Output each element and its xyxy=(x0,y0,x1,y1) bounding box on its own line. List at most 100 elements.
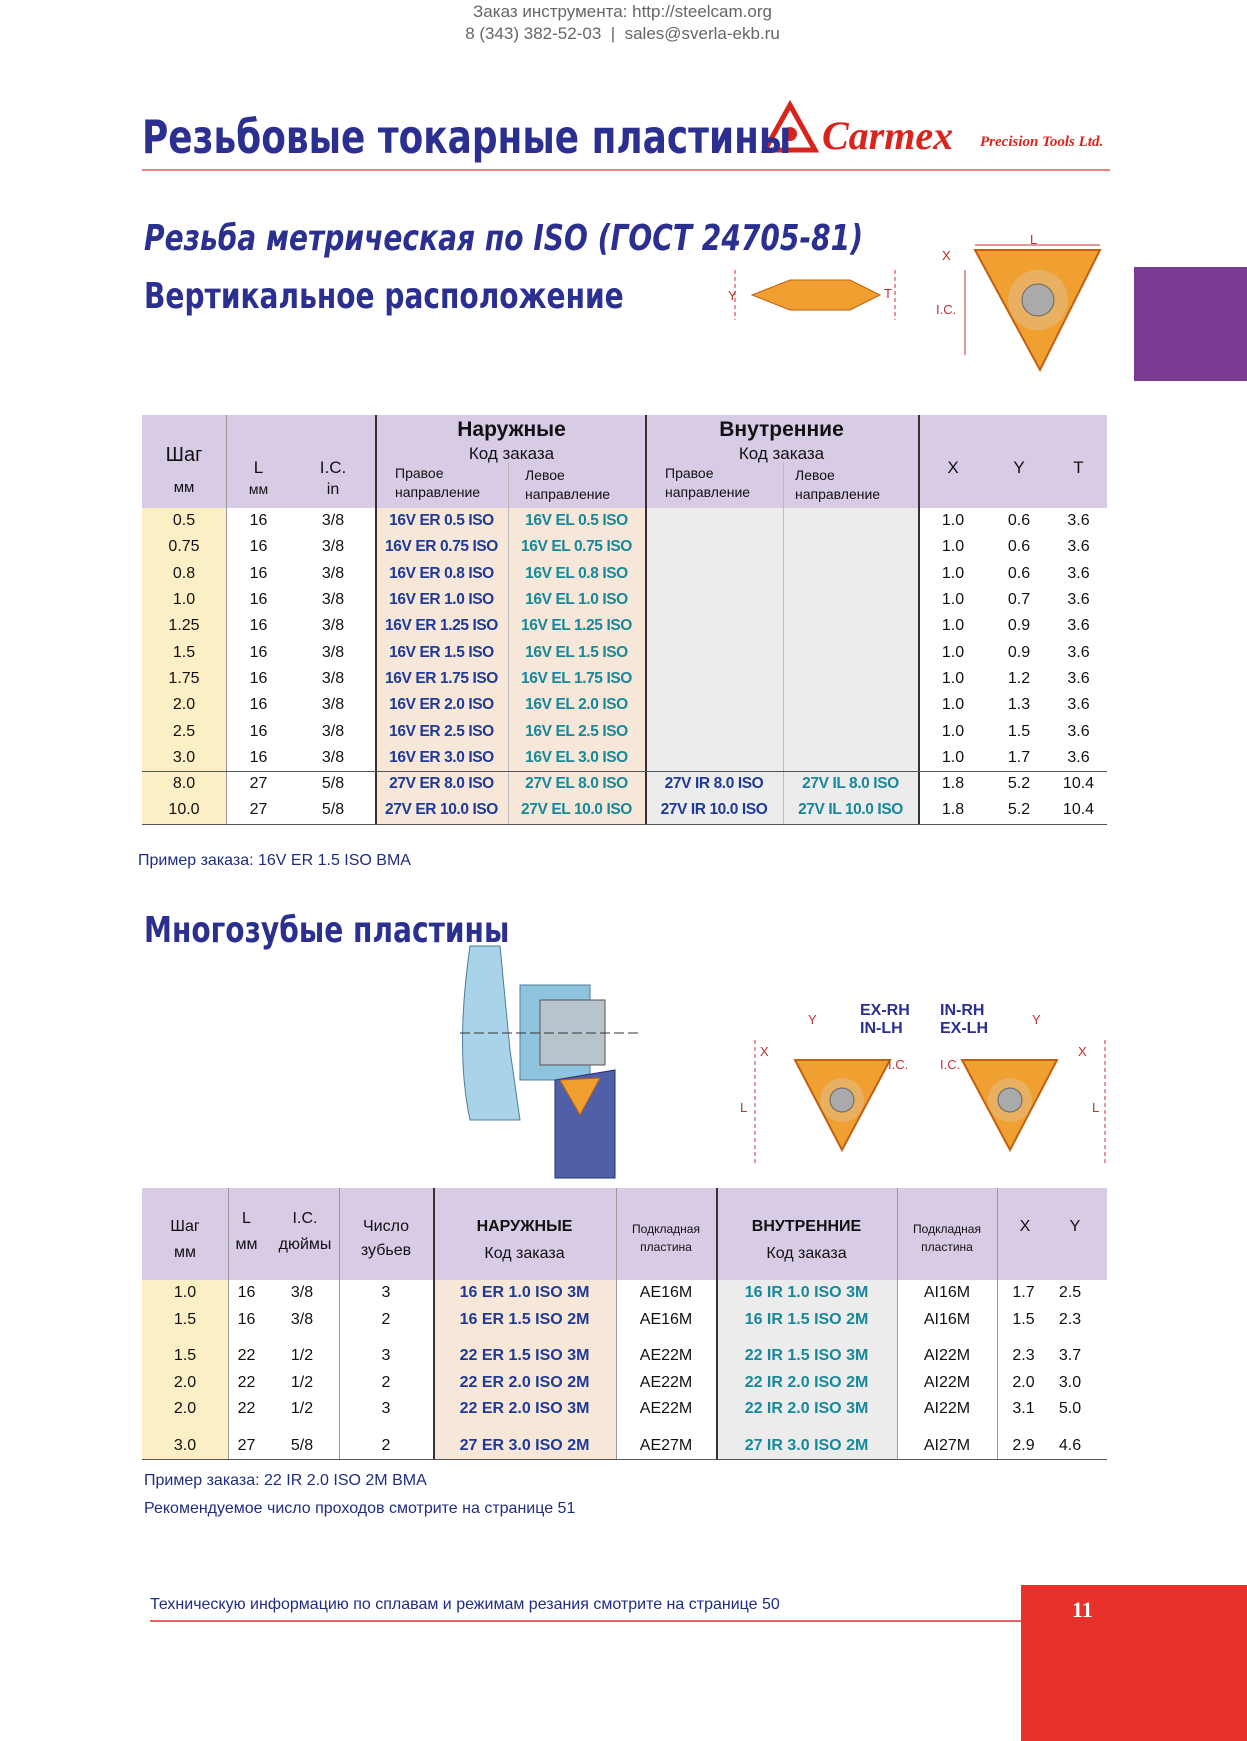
table-cell: 16 xyxy=(249,748,268,766)
dim-label: Y xyxy=(1032,1012,1041,1027)
th: Y xyxy=(1069,1218,1081,1235)
th: Подкладная xyxy=(632,1222,700,1236)
table-cell: 16V ER 1.75 ISO xyxy=(385,669,498,687)
table-cell: 1.8 xyxy=(941,775,965,793)
table-cell: 8.0 xyxy=(172,775,196,793)
table-cell: 16 xyxy=(237,1310,256,1328)
table-cell: 2 xyxy=(381,1310,391,1328)
table-cell: 1.8 xyxy=(941,801,965,819)
table-cell: 1.0 xyxy=(941,722,965,740)
table-cell: 2 xyxy=(381,1436,391,1454)
table-cell: 16V EL 1.25 ISO xyxy=(521,617,632,635)
table-cell: 0.8 xyxy=(172,564,196,582)
cell-bg xyxy=(228,1188,229,1459)
table-cell: 16 xyxy=(249,591,268,609)
th: L xyxy=(253,458,264,477)
table-cell: 27V IR 10.0 ISO xyxy=(660,801,768,819)
table-cell: 3.7 xyxy=(1058,1347,1082,1365)
cell-bg xyxy=(142,1459,1107,1460)
table-cell: 16V ER 0.75 ISO xyxy=(385,538,498,556)
table-cell: 5.2 xyxy=(1007,775,1031,793)
table-cell: 1.5 xyxy=(1012,1310,1035,1328)
dim-label: T xyxy=(884,286,892,301)
table-cell: 27V EL 10.0 ISO xyxy=(521,801,632,819)
table-cell: 16V EL 1.5 ISO xyxy=(525,643,628,661)
table-cell: 1.0 xyxy=(941,748,965,766)
table-cell: 3.6 xyxy=(1067,538,1090,556)
th: направление xyxy=(395,484,481,500)
cell-bg xyxy=(339,1188,340,1459)
order-line: 8 (343) 382-52-03 | sales@sverla-ekb.ru xyxy=(465,24,780,43)
table-cell: 3.6 xyxy=(1067,564,1090,582)
table-cell: 2 xyxy=(381,1373,391,1391)
table-cell: AE22M xyxy=(639,1347,693,1365)
th: Наружные xyxy=(457,418,566,441)
table-cell: 1.0 xyxy=(941,643,965,661)
table-cell: 3.6 xyxy=(1067,512,1090,530)
cell-bg xyxy=(142,1188,1107,1280)
cell-bg xyxy=(375,415,377,824)
cell-bg xyxy=(897,1188,898,1459)
table-cell: 16V EL 3.0 ISO xyxy=(525,748,628,766)
table-cell: AI22M xyxy=(923,1347,971,1365)
table-cell: 3 xyxy=(381,1284,391,1302)
table-cell: 5.0 xyxy=(1058,1400,1082,1418)
table-cell: 3/8 xyxy=(321,669,345,687)
table-cell: 0.9 xyxy=(1007,617,1031,635)
dim-label: I.C. xyxy=(936,302,957,317)
dim-label: X xyxy=(1078,1044,1087,1059)
table-cell: 16V ER 2.0 ISO xyxy=(389,696,494,714)
insert-label: EX-LH xyxy=(940,1020,988,1037)
table-cell: 3 xyxy=(381,1400,391,1418)
th: Код заказа xyxy=(738,444,825,463)
table-cell: 3.6 xyxy=(1067,643,1090,661)
footer-note: Техническую информацию по сплавам и режи… xyxy=(150,1596,780,1613)
table-cell: 3/8 xyxy=(321,748,345,766)
table-cell: 1.0 xyxy=(941,591,965,609)
table-cell: 16V ER 2.5 ISO xyxy=(389,722,494,740)
table-cell: 3.1 xyxy=(1012,1400,1035,1418)
table-cell: 1.0 xyxy=(172,591,196,609)
section-subtitle: Вертикальное расположение xyxy=(144,276,624,317)
table-cell: 3.6 xyxy=(1067,722,1090,740)
dim-label: Y xyxy=(808,1012,817,1027)
cell-bg xyxy=(142,1280,228,1459)
table-cell: 27V IL 8.0 ISO xyxy=(802,775,899,793)
table-cell: 22 xyxy=(237,1347,256,1365)
table-cell: 22 xyxy=(237,1373,256,1391)
cell-bg xyxy=(508,462,509,824)
th: Шаг xyxy=(170,1218,200,1235)
insert-label: IN-LH xyxy=(860,1020,903,1037)
cell-bg xyxy=(142,415,1107,508)
table-cell: AE27M xyxy=(639,1436,693,1454)
th: Y xyxy=(1013,458,1025,477)
table-cell: 1.0 xyxy=(941,538,965,556)
th: Левое xyxy=(795,467,835,483)
table-cell: 3.0 xyxy=(1058,1373,1082,1391)
th: Код заказа xyxy=(468,444,555,463)
cell-bg xyxy=(142,771,1107,772)
table-cell: 3/8 xyxy=(321,538,345,556)
th: X xyxy=(1019,1218,1031,1235)
table-cell: 3/8 xyxy=(321,512,345,530)
th: ВНУТРЕННИЕ xyxy=(751,1218,862,1235)
table-cell: 5/8 xyxy=(321,775,345,793)
table-cell: 27 xyxy=(249,801,268,819)
table-cell: 16V EL 2.5 ISO xyxy=(525,722,628,740)
table-cell: 5.2 xyxy=(1007,801,1031,819)
dim-label: L xyxy=(1092,1100,1100,1115)
table-cell: 16V EL 0.8 ISO xyxy=(525,564,628,582)
table-cell: 1.75 xyxy=(168,669,200,687)
table-cell: AI22M xyxy=(923,1400,971,1418)
table-cell: 3/8 xyxy=(321,722,345,740)
table-cell: AE16M xyxy=(639,1284,693,1302)
table-cell: 16 xyxy=(249,696,268,714)
th: направление xyxy=(665,484,751,500)
th: Код заказа xyxy=(766,1245,847,1262)
table-cell: 16 xyxy=(249,538,268,556)
th: пластина xyxy=(921,1240,973,1254)
th: пластина xyxy=(640,1240,692,1254)
table-cell: 27 ER 3.0 ISO 2M xyxy=(459,1436,590,1454)
table-cell: 16 xyxy=(249,512,268,530)
cell-bg xyxy=(433,1188,435,1459)
